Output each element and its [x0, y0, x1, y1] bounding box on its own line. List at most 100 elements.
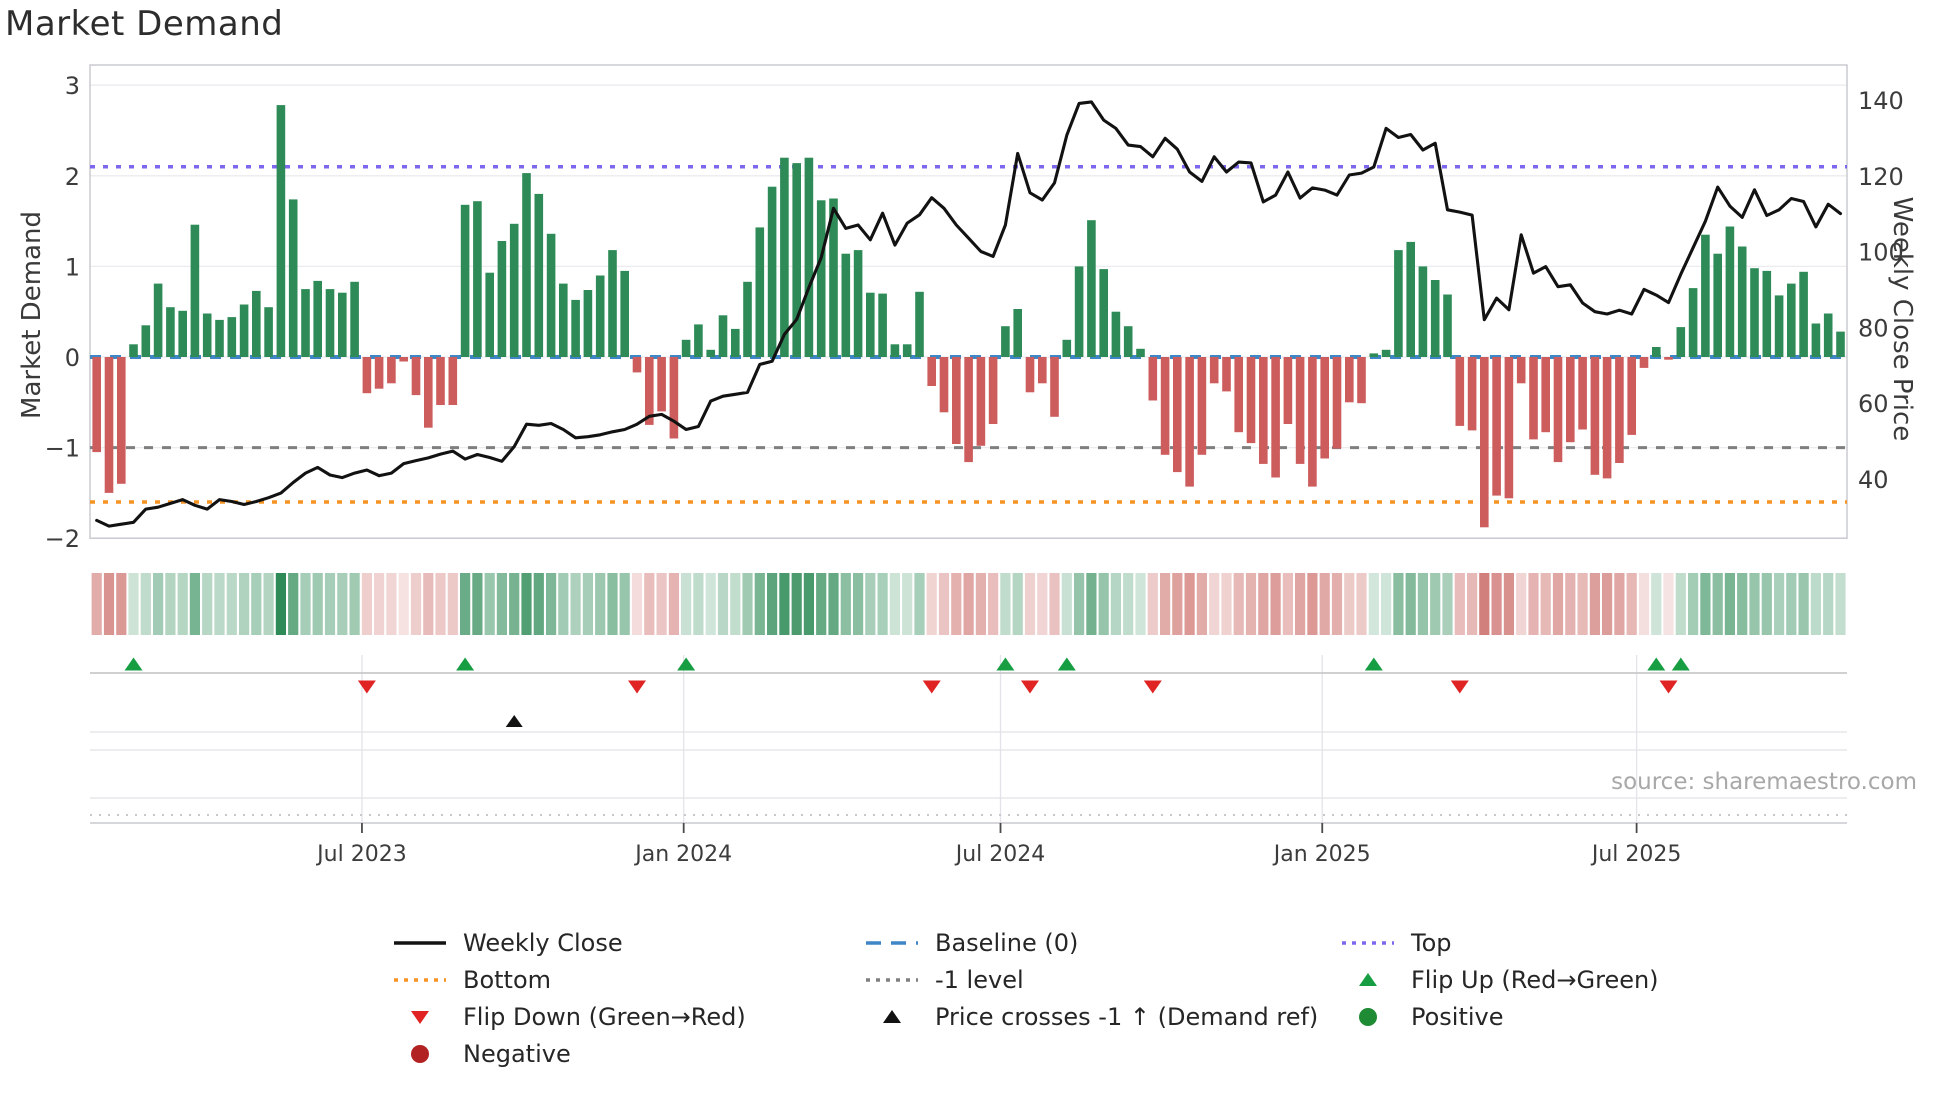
- heatmap-cell: [1307, 573, 1318, 635]
- demand-bar: [1639, 357, 1649, 368]
- legend-swatch-graphic: [866, 978, 918, 982]
- heatmap-cell: [423, 573, 434, 635]
- demand-bar: [1774, 295, 1784, 357]
- flip-down-triangle-icon: [391, 1001, 449, 1033]
- heatmap-cell: [1663, 573, 1674, 635]
- heatmap-cell: [1258, 573, 1269, 635]
- demand-bar: [1652, 347, 1661, 357]
- legend-swatch-graphic: [1359, 973, 1377, 986]
- flip-down-marker: [1450, 680, 1469, 694]
- minus-one-dots-swatch: [863, 964, 921, 996]
- legend-label: Flip Up (Red→Green): [1411, 966, 1659, 994]
- demand-bar: [1455, 357, 1465, 426]
- heatmap-cell: [1037, 573, 1048, 635]
- demand-bar: [804, 157, 814, 357]
- demand-bar: [1516, 357, 1526, 384]
- demand-bar: [1811, 323, 1821, 357]
- heatmap-cell: [1798, 573, 1809, 635]
- x-axis-tick-label: Jan 2024: [633, 842, 732, 867]
- demand-bar: [1001, 326, 1010, 357]
- left-axis-tick: −1: [45, 435, 80, 463]
- heatmap-cell: [509, 573, 520, 635]
- demand-bar: [473, 201, 482, 357]
- heatmap-cell: [1602, 573, 1613, 635]
- right-axis-tick: 100: [1858, 239, 1904, 267]
- demand-bar: [927, 357, 936, 386]
- heatmap-cell: [1503, 573, 1514, 635]
- heatmap-cell: [153, 573, 164, 635]
- heatmap-cell: [91, 573, 102, 635]
- demand-bar: [1566, 357, 1575, 443]
- demand-bar: [424, 357, 433, 428]
- demand-bar: [988, 357, 998, 424]
- legend-item-weekly-close: Weekly Close: [391, 927, 623, 959]
- demand-bar: [448, 357, 458, 405]
- demand-bar: [1688, 288, 1698, 357]
- flip-up-marker: [996, 657, 1015, 671]
- heatmap-cell: [582, 573, 593, 635]
- demand-bar: [497, 241, 507, 357]
- demand-bar: [841, 253, 851, 357]
- legend-label: Bottom: [463, 966, 552, 994]
- demand-bar: [1750, 268, 1759, 357]
- heatmap-cell: [1000, 573, 1011, 635]
- flip-up-marker: [124, 657, 143, 671]
- heatmap-cell: [951, 573, 962, 635]
- demand-bar: [1467, 357, 1477, 431]
- demand-bar: [559, 283, 568, 357]
- demand-bar: [1492, 357, 1501, 496]
- demand-bar: [755, 227, 765, 357]
- demand-bar: [92, 357, 101, 453]
- demand-bar: [976, 357, 986, 446]
- demand-bar: [1836, 331, 1845, 357]
- demand-bar: [117, 357, 126, 484]
- demand-bar: [1664, 357, 1673, 360]
- demand-bar: [1394, 250, 1403, 357]
- heatmap-cell: [349, 573, 360, 635]
- heatmap-cell: [398, 573, 409, 635]
- flip-up-marker: [456, 657, 475, 671]
- left-axis-tick: 1: [65, 253, 80, 281]
- bottom-dots-swatch: [391, 964, 449, 996]
- heatmap-cell: [1381, 573, 1392, 635]
- demand-bar: [571, 299, 580, 357]
- heatmap-cell: [103, 573, 115, 635]
- demand-bar: [878, 293, 887, 357]
- heatmap-cell: [189, 573, 200, 635]
- heatmap-cell: [877, 573, 888, 635]
- demand-bar: [1136, 348, 1145, 357]
- heatmap-cell: [1724, 573, 1735, 635]
- demand-bar: [620, 270, 629, 357]
- left-axis-tick: 2: [65, 163, 80, 191]
- demand-bar: [1234, 357, 1243, 433]
- demand-bar: [866, 292, 875, 357]
- demand-bar: [1197, 357, 1207, 455]
- heatmap-cell: [435, 573, 446, 635]
- heatmap-cell: [1221, 573, 1232, 635]
- demand-bar: [1713, 253, 1722, 357]
- left-axis-tick: 0: [65, 344, 80, 372]
- demand-bar: [1271, 357, 1280, 478]
- heatmap-cell: [1786, 573, 1797, 635]
- heatmap-cell: [816, 573, 827, 635]
- heatmap-cell: [988, 573, 999, 635]
- heatmap-cell: [1638, 573, 1650, 635]
- flip-up-marker: [677, 657, 696, 671]
- heatmap-cell: [853, 573, 864, 635]
- heatmap-cell: [1700, 573, 1711, 635]
- legend-item-price-crosses: Price crosses -1 ↑ (Demand ref): [863, 1001, 1318, 1033]
- left-axis-tick: 3: [65, 72, 80, 100]
- legend: Weekly Close Baseline (0) Top Bottom -1 …: [0, 0, 1960, 1068]
- heatmap-cell: [631, 573, 643, 635]
- heatmap-cell: [1442, 573, 1453, 635]
- demand-bar: [1737, 246, 1747, 357]
- demand-bar: [1062, 339, 1072, 357]
- demand-bar: [964, 357, 973, 463]
- heatmap-cell: [1614, 573, 1625, 635]
- heatmap-cell: [1172, 573, 1183, 635]
- demand-bar: [1504, 357, 1514, 499]
- heatmap-cell: [1528, 573, 1539, 635]
- heatmap-cell: [1405, 573, 1416, 635]
- legend-label: Baseline (0): [935, 929, 1079, 957]
